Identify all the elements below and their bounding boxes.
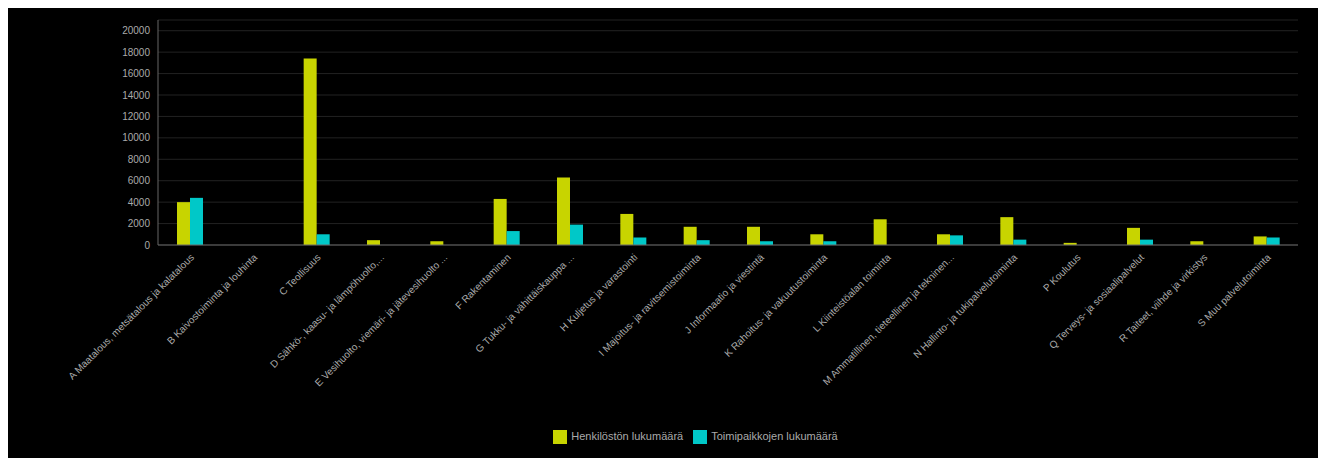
svg-text:I Majoitus- ja ravitsemistoimi: I Majoitus- ja ravitsemistoiminta [596, 251, 703, 358]
svg-text:F Rakentaminen: F Rakentaminen [453, 252, 513, 312]
svg-text:14000: 14000 [122, 90, 150, 101]
svg-text:D Sähkö-, kaasu- ja lämpöhuolt: D Sähkö-, kaasu- ja lämpöhuolto,... [268, 252, 386, 370]
svg-text:16000: 16000 [122, 68, 150, 79]
html-text:Henkilöstön lukumäärä: Henkilöstön lukumäärä [571, 430, 684, 442]
svg-text:S Muu palvelutoiminta: S Muu palvelutoiminta [1195, 251, 1273, 329]
svg-text:10000: 10000 [122, 132, 150, 143]
svg-text:H Kuljetus ja varastointi: H Kuljetus ja varastointi [557, 251, 640, 334]
svg-text:B Kaivostoiminta ja louhinta: B Kaivostoiminta ja louhinta [165, 251, 260, 346]
svg-text:G Tukku- ja vähittäiskauppa ..: G Tukku- ja vähittäiskauppa ... [473, 252, 576, 355]
svg-text:0: 0 [144, 240, 150, 251]
svg-text:8000: 8000 [128, 154, 151, 165]
html-text:Toimipaikkojen lukumäärä: Toimipaikkojen lukumäärä [711, 430, 838, 442]
svg-text:A Maatalous, metsätalous ja ka: A Maatalous, metsätalous ja kalatalous [66, 252, 196, 382]
svg-text:L Kiinteistöalan toiminta: L Kiinteistöalan toiminta [810, 251, 893, 334]
svg-text:K Rahoitus- ja vakuutustoimint: K Rahoitus- ja vakuutustoiminta [722, 251, 830, 359]
svg-text:6000: 6000 [128, 175, 151, 186]
svg-text:J Informaatio ja viestintä: J Informaatio ja viestintä [682, 251, 767, 336]
svg-text:2000: 2000 [128, 218, 151, 229]
svg-text:R Taiteet, viihde ja virkistys: R Taiteet, viihde ja virkistys [1117, 252, 1210, 345]
svg-text:20000: 20000 [122, 25, 150, 36]
svg-text:P Koulutus: P Koulutus [1041, 252, 1083, 294]
svg-text:12000: 12000 [122, 111, 150, 122]
svg-text:Q Terveys- ja sosiaalipalvelut: Q Terveys- ja sosiaalipalvelut [1046, 251, 1147, 351]
svg-text:C Teollisuus: C Teollisuus [277, 252, 323, 298]
svg-text:18000: 18000 [122, 47, 150, 58]
svg-text:N Hallinto- ja tukipalvelutoim: N Hallinto- ja tukipalvelutoiminta [911, 251, 1020, 360]
svg-text:4000: 4000 [128, 197, 151, 208]
svg-text:M Ammatillinen, tieteellinen j: M Ammatillinen, tieteellinen ja tekninen… [821, 252, 957, 388]
svg-text:E Vesihuolto, viemäri- ja jäte: E Vesihuolto, viemäri- ja jätevesihuolto… [313, 252, 450, 389]
